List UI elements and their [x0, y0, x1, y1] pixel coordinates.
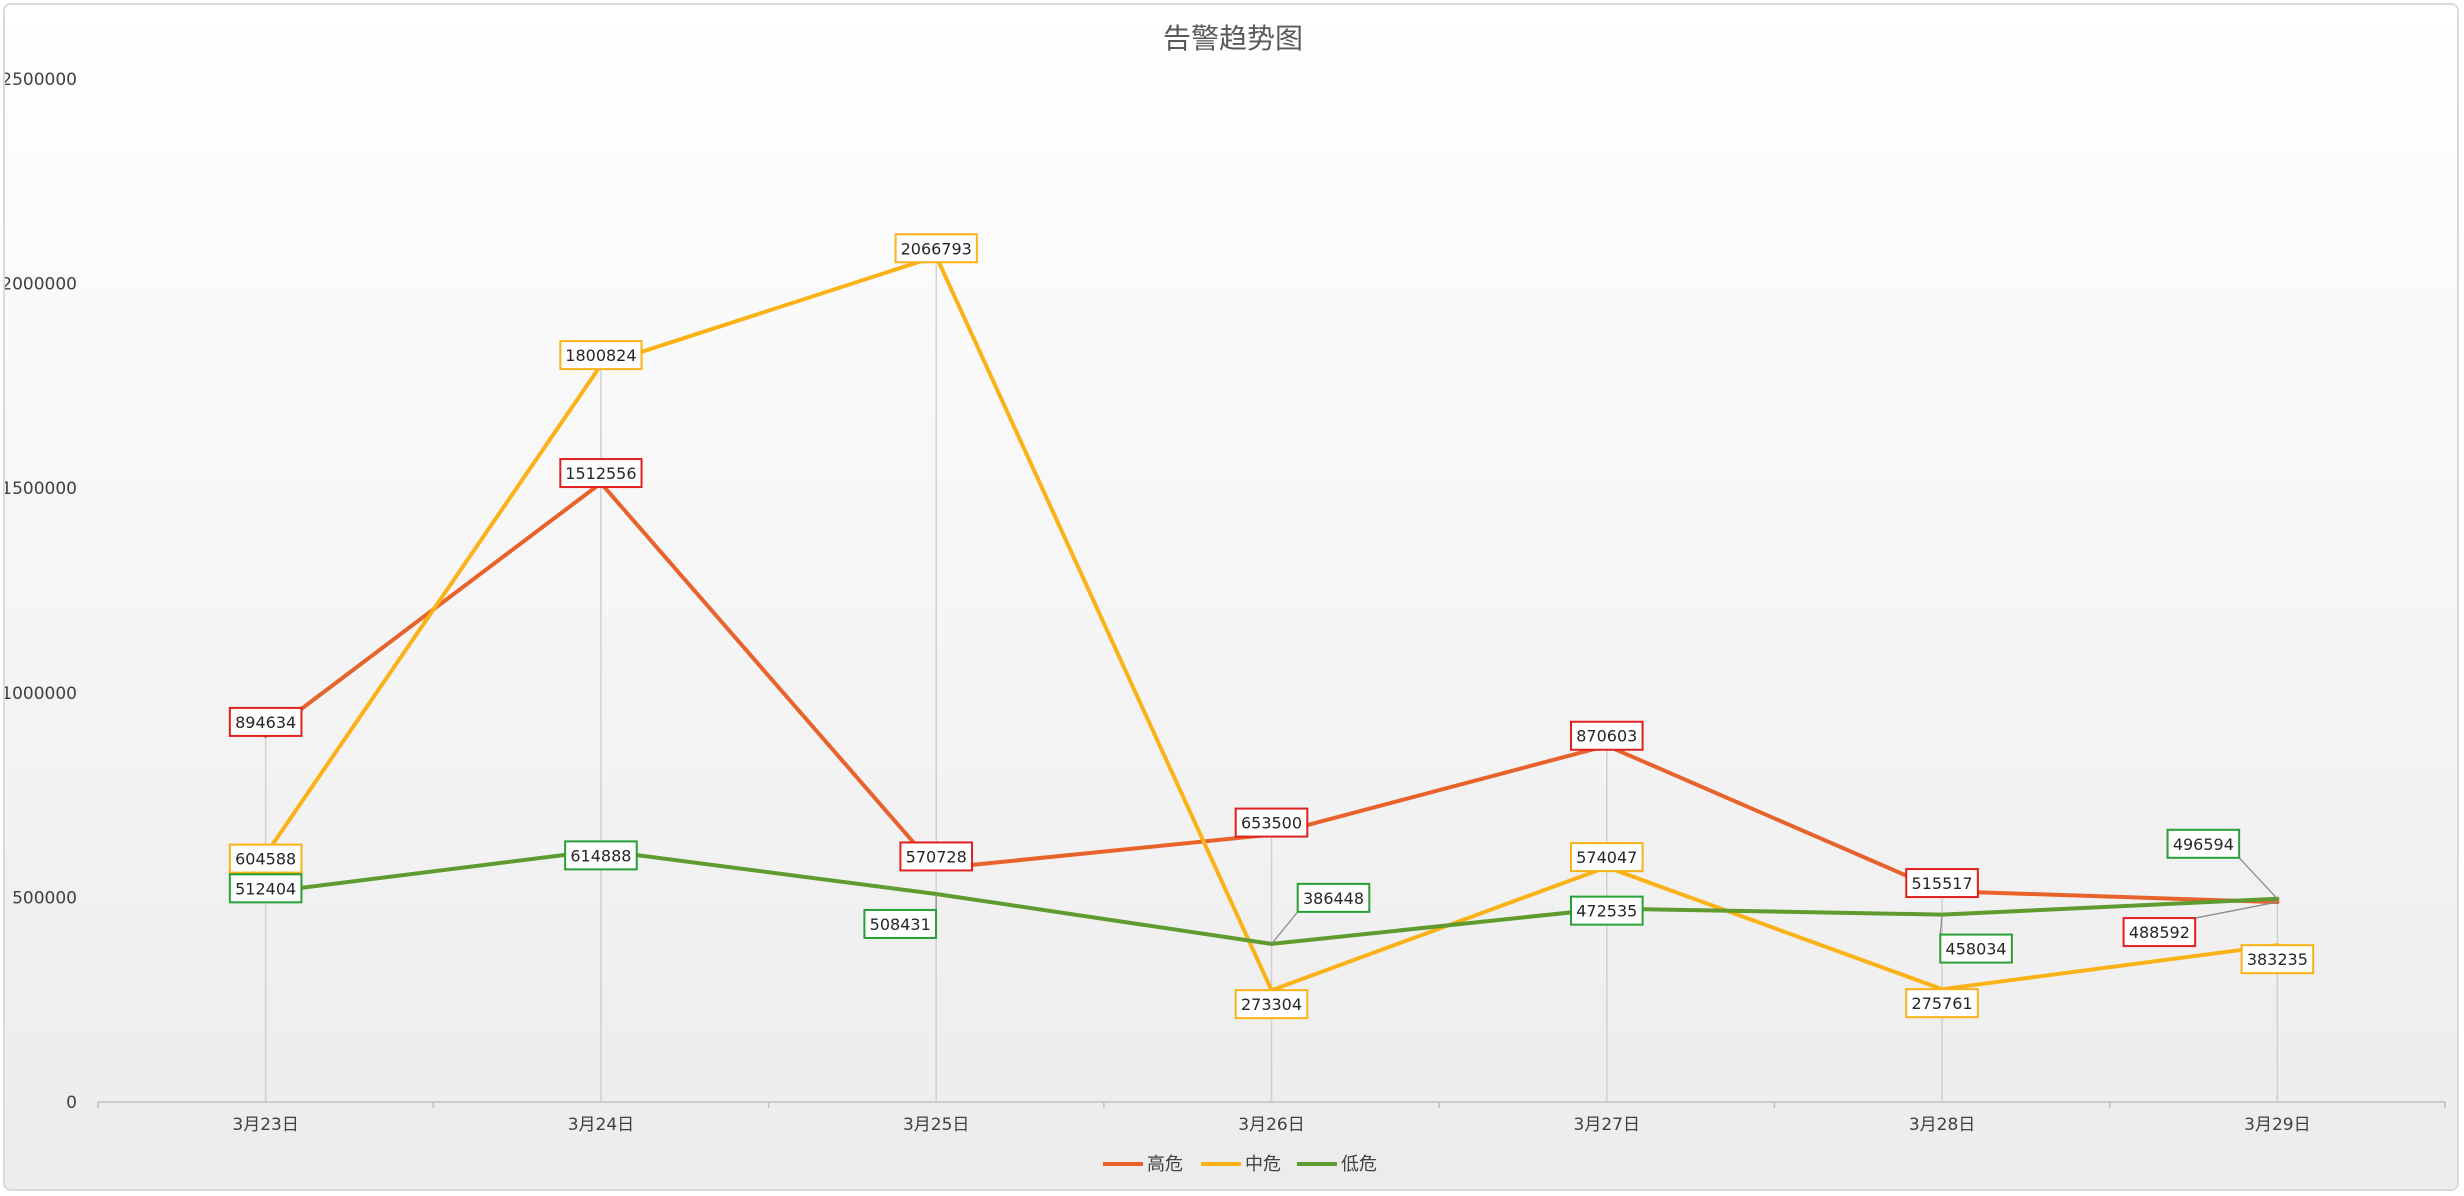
data-label-box — [1234, 807, 1309, 838]
data-label-box — [1569, 720, 1644, 751]
data-label: 458034 — [1946, 940, 2007, 959]
data-label: 273304 — [1241, 995, 1302, 1014]
data-label: 386448 — [1303, 889, 1364, 908]
data-label-box — [1905, 868, 1979, 899]
data-label: 894634 — [235, 713, 296, 732]
data-label-box — [1296, 882, 1371, 913]
chart-title: 告警趋势图 — [1163, 22, 1303, 55]
data-label: 512404 — [235, 879, 296, 898]
data-label: 275761 — [1912, 994, 1973, 1013]
data-label-box — [899, 841, 974, 872]
data-label-box — [228, 873, 303, 904]
data-label-box — [564, 840, 638, 871]
chart-frame: 告警趋势图 0 500000 1000000 1500000 2000000 250000… — [3, 3, 2459, 1191]
legend-label: 中危 — [1245, 1154, 1281, 1175]
data-label-box — [2122, 917, 2197, 948]
data-label: 496594 — [2173, 835, 2234, 854]
axes: 0 500000 1000000 1500000 2000000 2500000 3月23日… — [5, 70, 2446, 1135]
data-label: 1512556 — [565, 464, 636, 483]
label-leader-line — [2238, 857, 2278, 900]
data-label-box — [559, 458, 643, 489]
data-label-box — [2166, 828, 2241, 859]
plot-background — [5, 5, 2457, 1189]
x-tick-label: 3月28日 — [1909, 1115, 1975, 1135]
data-label-box — [1939, 933, 2013, 964]
x-tick-label: 3月24日 — [568, 1115, 634, 1135]
legend-label: 高危 — [1147, 1154, 1183, 1175]
x-tick-label: 3月26日 — [1238, 1115, 1304, 1135]
chart-svg: 告警趋势图 0 500000 1000000 1500000 2000000 250000… — [5, 5, 2457, 1189]
data-label: 653500 — [1241, 814, 1302, 833]
data-label-box — [863, 908, 938, 939]
data-label-box — [894, 233, 978, 264]
data-label: 383235 — [2247, 950, 2308, 969]
data-label: 515517 — [1912, 874, 1973, 893]
data-label-box — [1234, 989, 1309, 1020]
legend-label: 低危 — [1341, 1154, 1377, 1175]
x-tick-label: 3月25日 — [903, 1115, 969, 1135]
data-labels: 894634 1512556 570728 653500 870603 515517 488… — [228, 233, 2315, 1020]
data-label: 2066793 — [901, 239, 972, 258]
y-tick-label: 1500000 — [5, 479, 77, 499]
data-label: 1800824 — [565, 346, 636, 365]
label-leader-line — [2195, 901, 2278, 919]
data-label: 574047 — [1576, 848, 1637, 867]
y-tick-label: 2500000 — [5, 70, 77, 90]
data-label-box — [559, 340, 643, 371]
data-label-box — [1569, 842, 1644, 873]
leader-lines — [935, 857, 2278, 945]
data-label: 604588 — [235, 850, 296, 869]
data-label-box — [1569, 895, 1644, 926]
data-label: 870603 — [1576, 727, 1637, 746]
data-label: 614888 — [570, 846, 631, 865]
data-label: 570728 — [906, 847, 967, 866]
y-tick-label: 1000000 — [5, 684, 77, 704]
data-label-box — [2240, 944, 2315, 975]
label-leader-line — [1939, 914, 1943, 935]
data-label: 472535 — [1576, 902, 1637, 921]
data-label: 488592 — [2129, 923, 2190, 942]
legend: 高危 中危 低危 — [1103, 1154, 1377, 1175]
x-tick-label: 3月23日 — [232, 1115, 298, 1135]
data-label-box — [228, 843, 303, 874]
x-tick-label: 3月27日 — [1574, 1115, 1640, 1135]
y-tick-label: 2000000 — [5, 275, 77, 295]
data-label-box — [1905, 988, 1979, 1019]
label-leader-line — [1270, 911, 1299, 945]
x-tick-label: 3月29日 — [2244, 1115, 2310, 1135]
y-tick-label: 0 — [66, 1093, 77, 1113]
data-label: 508431 — [870, 915, 931, 934]
y-tick-label: 500000 — [12, 888, 77, 908]
data-label-box — [228, 706, 303, 737]
